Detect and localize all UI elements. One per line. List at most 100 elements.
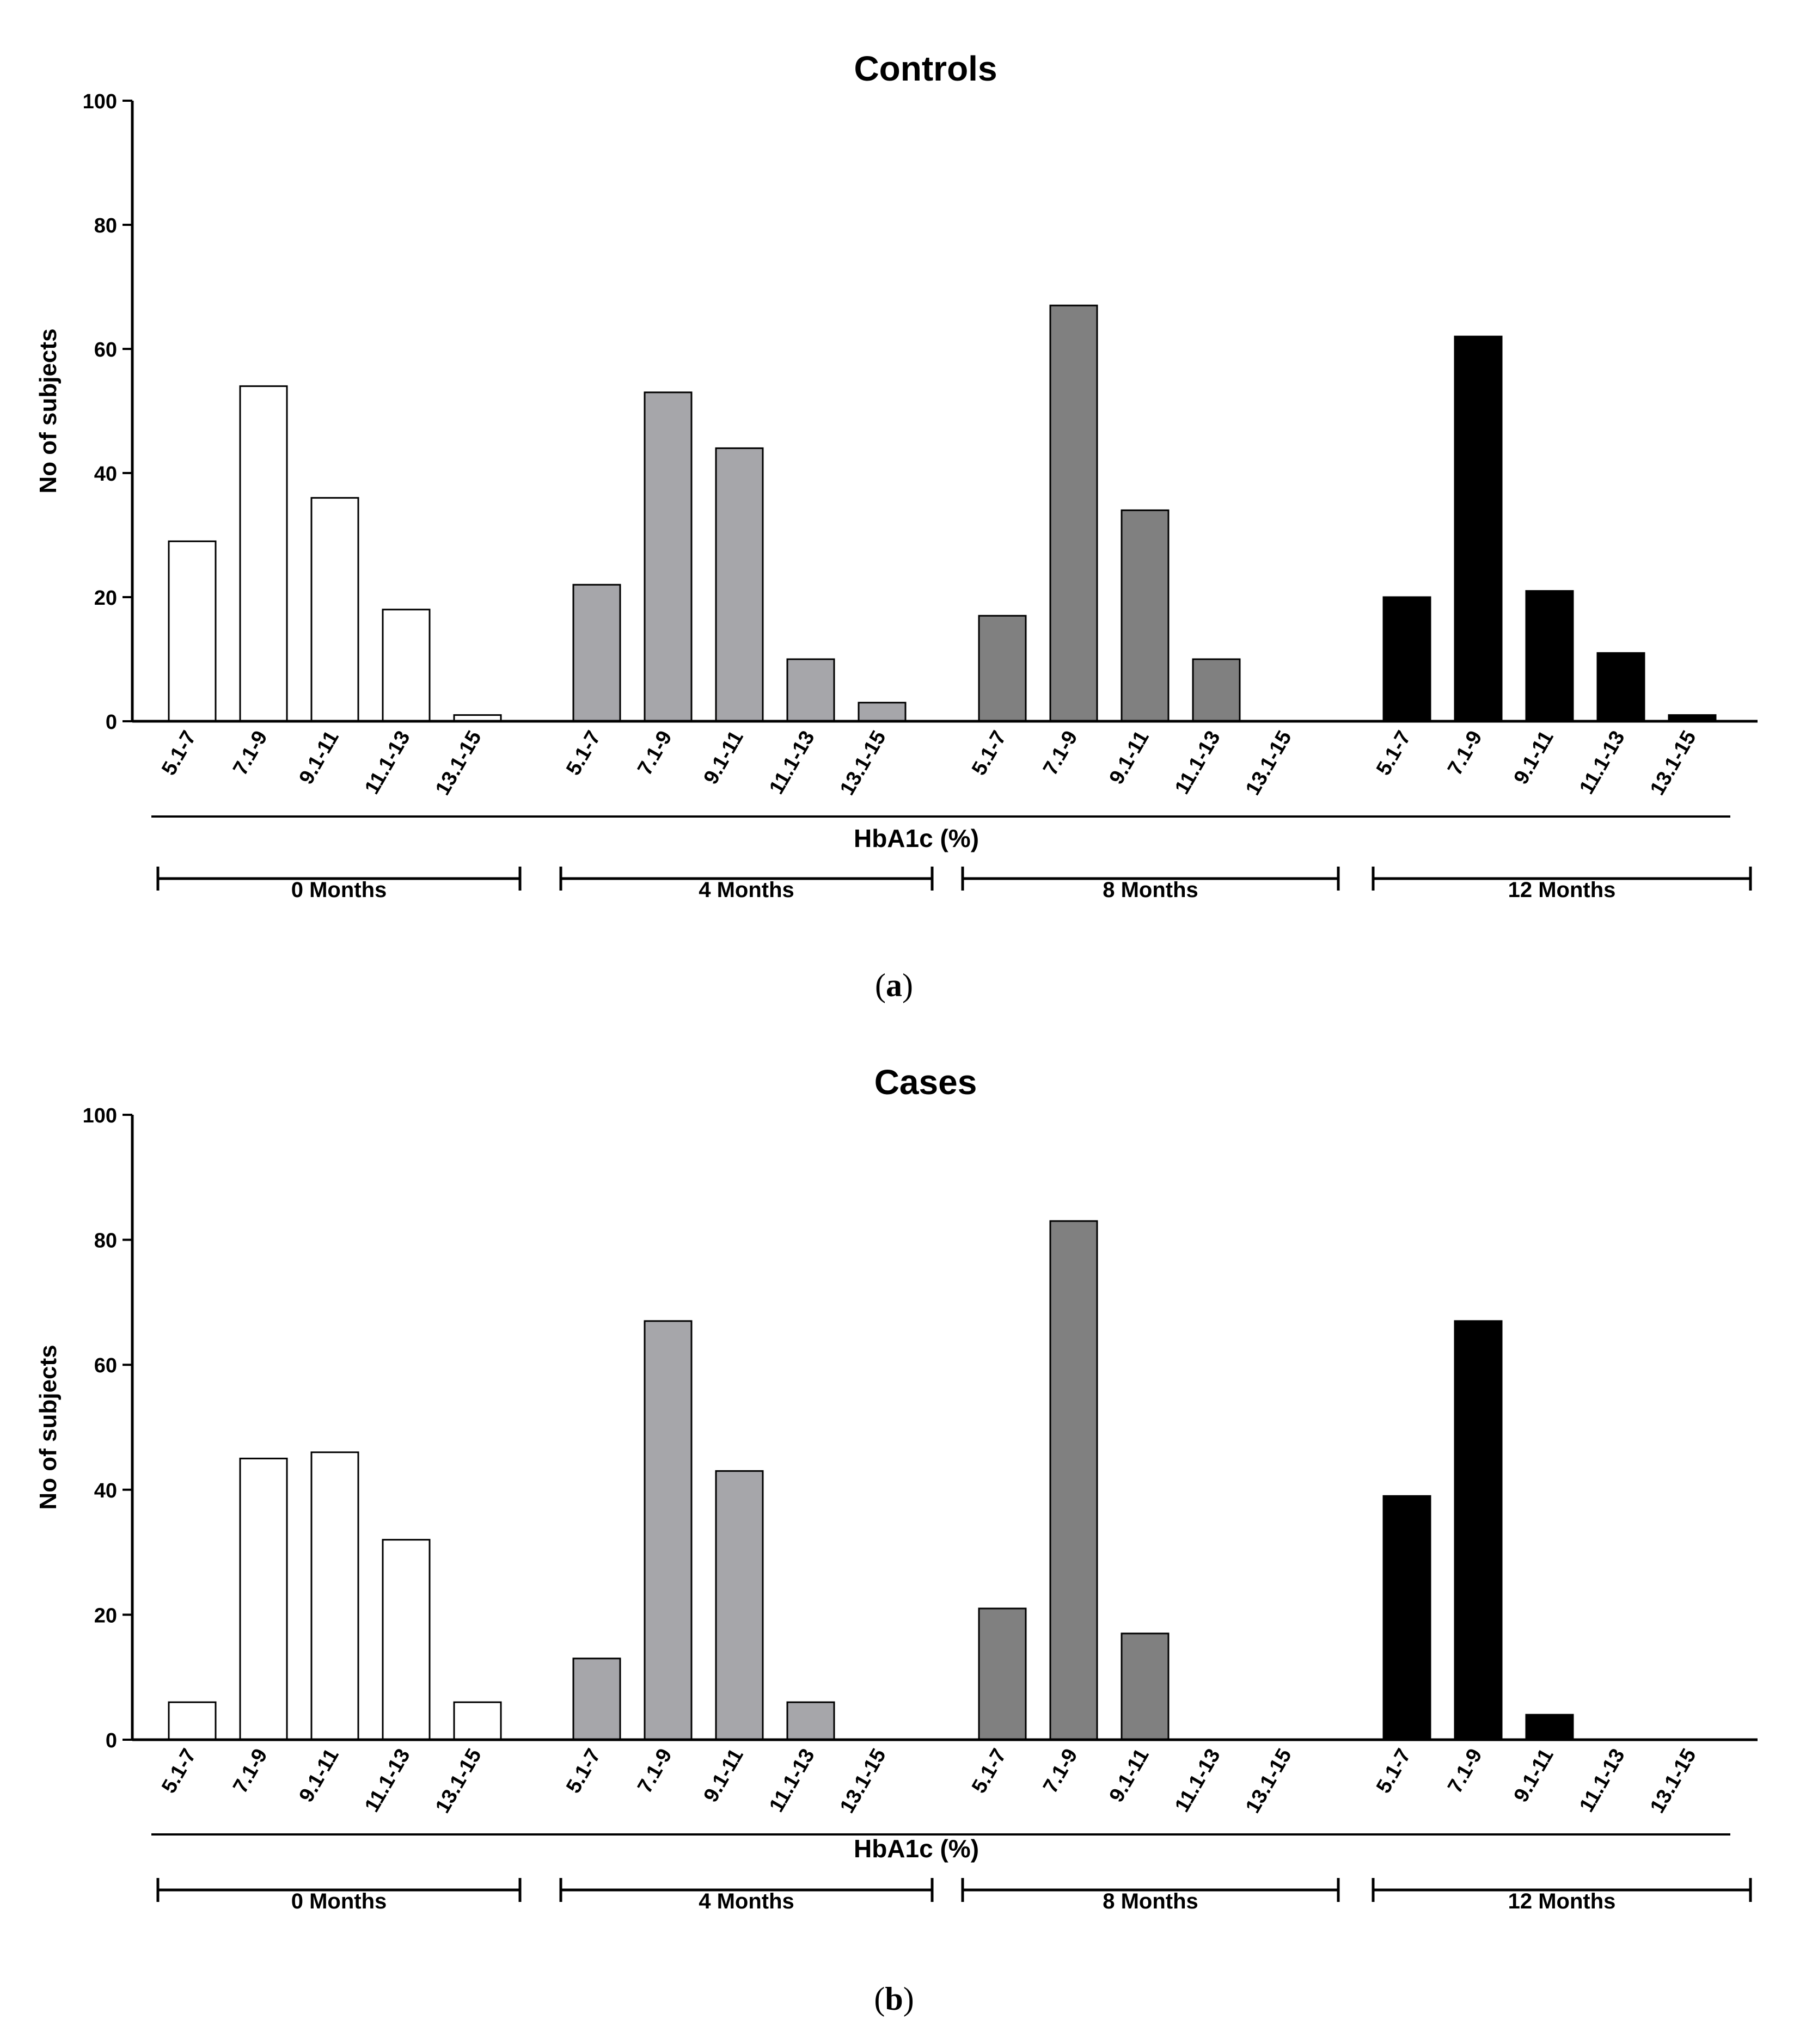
bar-0-months-11.1-13 (382, 1539, 431, 1741)
x-tick-label: 9.1-11 (1105, 727, 1154, 789)
y-tick-label: 40 (94, 463, 117, 486)
x-tick-label: 13.1-15 (431, 727, 486, 800)
x-tick-label: 9.1-11 (295, 1745, 344, 1807)
y-tick-label: 40 (94, 1480, 117, 1502)
period-label: 8 Months (1103, 878, 1198, 902)
bar-12-months-7.1-9 (1454, 1320, 1503, 1741)
y-tick-label: 60 (94, 1354, 117, 1377)
x-tick-label: 9.1-11 (1510, 1745, 1558, 1807)
y-tick-label: 0 (106, 711, 117, 734)
x-tick-label: 5.1-7 (157, 727, 201, 779)
period-label: 0 Months (291, 878, 387, 902)
x-tick-label: 5.1-7 (562, 727, 605, 779)
y-axis-label: No of subjects (35, 1345, 62, 1509)
x-tick-label: 9.1-11 (1510, 727, 1558, 789)
x-tick-label: 11.1-13 (765, 1745, 819, 1816)
bar-8-months-11.1-13 (1192, 658, 1241, 722)
bar-8-months-7.1-9 (1049, 1220, 1098, 1741)
bar-4-months-9.1-11 (715, 447, 764, 722)
x-tick-label: 5.1-7 (562, 1745, 605, 1797)
bar-8-months-9.1-11 (1121, 1632, 1170, 1741)
period-label: 8 Months (1103, 1889, 1198, 1913)
bar-12-months-9.1-11 (1525, 1714, 1574, 1741)
x-axis-label: HbA1c (%) (854, 1834, 979, 1863)
x-tick-label: 13.1-15 (836, 727, 891, 800)
x-tick-label: 13.1-15 (1646, 1745, 1701, 1818)
x-tick-label: 13.1-15 (431, 1745, 486, 1818)
x-tick-label: 9.1-11 (700, 1745, 748, 1807)
bar-4-months-5.1-7 (572, 1658, 621, 1741)
x-tick-label: 7.1-9 (1039, 1745, 1082, 1797)
bar-12-months-11.1-13 (1596, 652, 1645, 722)
y-tick-label: 80 (94, 214, 117, 237)
y-tick-label: 20 (94, 1604, 117, 1627)
bar-8-months-9.1-11 (1121, 509, 1170, 722)
x-tick-label: 9.1-11 (295, 727, 344, 789)
y-tick-label: 60 (94, 339, 117, 361)
bar-12-months-7.1-9 (1454, 335, 1503, 722)
bar-0-months-7.1-9 (239, 1457, 288, 1741)
x-tick-label: 9.1-11 (1105, 1745, 1154, 1807)
x-tick-label: 13.1-15 (1241, 727, 1296, 800)
chart-panel-a: Controls No of subjects 0 20 40 60 80 100 5.1-7 7… (35, 49, 1758, 1003)
x-tick-label: 7.1-9 (1443, 1745, 1487, 1797)
bar-12-months-5.1-7 (1382, 1495, 1431, 1741)
x-tick-label: 11.1-13 (1575, 1745, 1630, 1816)
bar-12-months-9.1-11 (1525, 590, 1574, 722)
y-tick-label: 0 (106, 1729, 117, 1752)
period-label: 12 Months (1508, 1889, 1616, 1913)
x-tick-label: 7.1-9 (229, 727, 272, 779)
panel-letter: b (885, 1981, 903, 2017)
chart-title: Controls (854, 49, 997, 88)
bar-4-months-11.1-13 (786, 658, 835, 722)
x-tick-label: 13.1-15 (1241, 1745, 1296, 1818)
period-label: 0 Months (291, 1889, 387, 1913)
period-label: 12 Months (1508, 878, 1616, 902)
x-tick-label: 5.1-7 (1372, 727, 1416, 779)
bar-8-months-7.1-9 (1049, 304, 1098, 722)
bar-4-months-7.1-9 (644, 391, 693, 722)
y-tick-label: 20 (94, 587, 117, 610)
bar-0-months-9.1-11 (310, 1451, 359, 1741)
period-label: 4 Months (699, 878, 794, 902)
x-tick-label: 5.1-7 (157, 1745, 201, 1797)
bar-8-months-5.1-7 (978, 1607, 1027, 1741)
x-axis-label: HbA1c (%) (854, 824, 979, 852)
bar-4-months-9.1-11 (715, 1470, 764, 1741)
y-tick-label: 100 (83, 90, 117, 113)
bar-0-months-13.1-15 (453, 1701, 502, 1741)
x-tick-label: 11.1-13 (1171, 1745, 1225, 1816)
bar-0-months-5.1-7 (168, 540, 217, 722)
x-tick-label: 5.1-7 (968, 1745, 1011, 1797)
x-tick-label: 5.1-7 (968, 727, 1011, 779)
x-tick-label: 5.1-7 (1372, 1745, 1416, 1797)
bar-0-months-5.1-7 (168, 1701, 217, 1741)
bar-4-months-13.1-15 (858, 702, 907, 722)
x-tick-label: 7.1-9 (633, 727, 677, 779)
x-tick-label: 7.1-9 (1039, 727, 1082, 779)
bar-0-months-11.1-13 (382, 609, 431, 722)
x-tick-label: 11.1-13 (360, 727, 415, 799)
chart-panel-b: Cases No of subjects 0 20 40 60 80 100 5.1-7 7.1-… (35, 1063, 1758, 2017)
y-axis-label: No of subjects (35, 328, 62, 493)
panel-label: (b) (874, 1981, 914, 2017)
x-tick-label: 13.1-15 (1646, 727, 1701, 800)
bar-0-months-9.1-11 (310, 497, 359, 722)
bar-8-months-5.1-7 (978, 615, 1027, 722)
x-tick-label: 9.1-11 (700, 727, 748, 789)
y-tick-label: 100 (83, 1104, 117, 1127)
chart-title: Cases (874, 1063, 977, 1102)
bar-4-months-5.1-7 (572, 584, 621, 722)
bar-12-months-5.1-7 (1382, 596, 1431, 722)
x-tick-label: 11.1-13 (1575, 727, 1630, 799)
bar-4-months-7.1-9 (644, 1320, 693, 1741)
x-tick-label: 7.1-9 (1443, 727, 1487, 779)
x-tick-label: 7.1-9 (229, 1745, 272, 1797)
x-tick-label: 11.1-13 (1171, 727, 1225, 799)
bar-4-months-11.1-13 (786, 1701, 835, 1741)
x-tick-label: 13.1-15 (836, 1745, 891, 1818)
y-tick-label: 80 (94, 1230, 117, 1253)
panel-label: (a) (875, 967, 913, 1003)
bar-0-months-7.1-9 (239, 385, 288, 722)
